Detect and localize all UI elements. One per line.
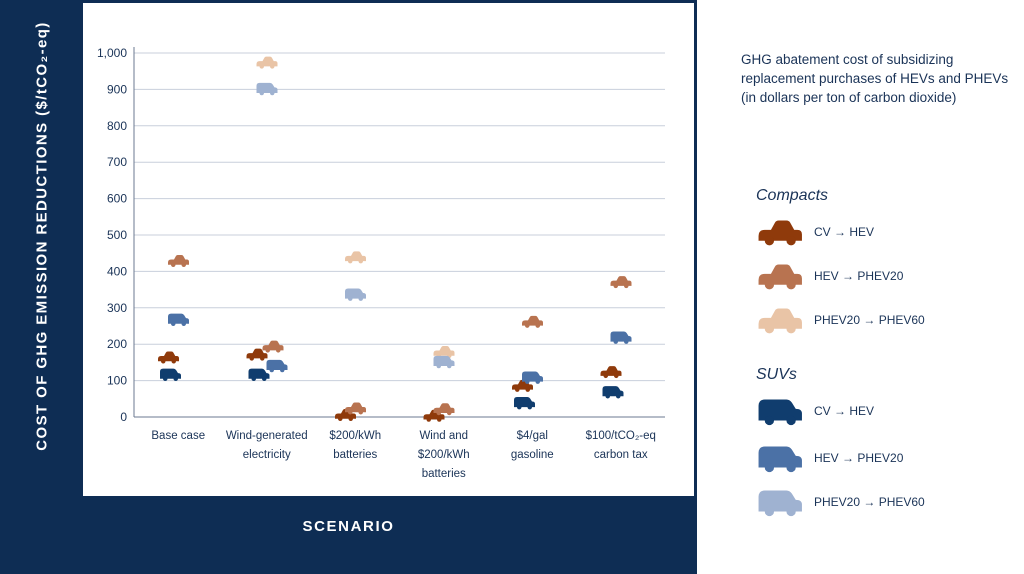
car-icon — [758, 264, 802, 290]
y-tick-label: 900 — [107, 82, 127, 96]
x-tick-label: Base case — [151, 430, 205, 442]
y-tick-label: 300 — [107, 301, 127, 315]
legend-label: HEV → PHEV20 — [814, 451, 904, 465]
compact-marker — [262, 340, 284, 353]
compact-marker — [168, 255, 189, 268]
compact-marker — [256, 56, 278, 69]
compact-marker — [158, 351, 179, 364]
y-tick-label: 700 — [107, 155, 127, 169]
x-tick-label: Wind and $200/kWh batteries — [418, 430, 470, 480]
compact-marker — [512, 379, 533, 392]
y-tick-label: 500 — [107, 228, 127, 242]
compact-marker — [522, 315, 543, 328]
compact-marker — [345, 402, 366, 415]
legend-label: CV → HEV — [814, 225, 875, 239]
compact-marker — [610, 276, 632, 289]
x-axis-title: SCENARIO — [302, 518, 395, 535]
car-icon — [758, 308, 802, 334]
x-tick-label: Wind-generated electricity — [226, 430, 308, 461]
x-tick-label: $4/gal gasoline — [511, 430, 554, 461]
suv-marker — [266, 359, 288, 373]
legend-label: CV → HEV — [814, 404, 875, 418]
suv-marker — [522, 371, 543, 384]
compact-marker — [246, 348, 268, 361]
legend-label: HEV → PHEV20 — [814, 269, 904, 283]
suv-marker — [433, 355, 455, 369]
plot-panel — [83, 3, 694, 496]
chart-title: GHG abatement cost of subsidizing replac… — [741, 52, 1009, 105]
suv-marker — [248, 368, 270, 381]
suv-marker — [345, 288, 366, 301]
suv-icon — [758, 399, 802, 426]
y-tick-label: 400 — [107, 264, 127, 278]
suv-icon — [758, 490, 802, 517]
y-tick-label: 100 — [107, 374, 127, 388]
suv-marker — [610, 331, 632, 344]
x-tick-label: $100/tCO₂-eq carbon tax — [586, 430, 656, 461]
compact-marker — [433, 403, 455, 416]
legend-label: PHEV20 → PHEV60 — [814, 495, 925, 509]
car-icon — [758, 220, 802, 246]
chart-plot: 0 100 200 300 400 500 600 700 800 900 1,000 Base ca… — [97, 46, 665, 480]
x-tick-label: $200/kWh batteries — [329, 430, 381, 461]
compact-marker — [600, 366, 622, 379]
suv-marker — [514, 397, 535, 410]
y-tick-label: 1,000 — [97, 46, 127, 60]
suv-marker — [256, 82, 278, 96]
legend-group-compacts: Compacts — [756, 187, 829, 204]
legend-label: PHEV20 → PHEV60 — [814, 313, 925, 327]
y-tick-label: 800 — [107, 119, 127, 133]
y-tick-label: 0 — [120, 410, 127, 424]
legend-group-suvs: SUVs — [756, 366, 797, 383]
suv-marker — [160, 368, 181, 381]
suv-icon — [758, 446, 802, 473]
suv-marker — [168, 313, 189, 327]
y-tick-label: 200 — [107, 337, 127, 351]
y-tick-label: 600 — [107, 192, 127, 206]
compact-marker — [345, 251, 366, 264]
suv-marker — [602, 386, 624, 399]
